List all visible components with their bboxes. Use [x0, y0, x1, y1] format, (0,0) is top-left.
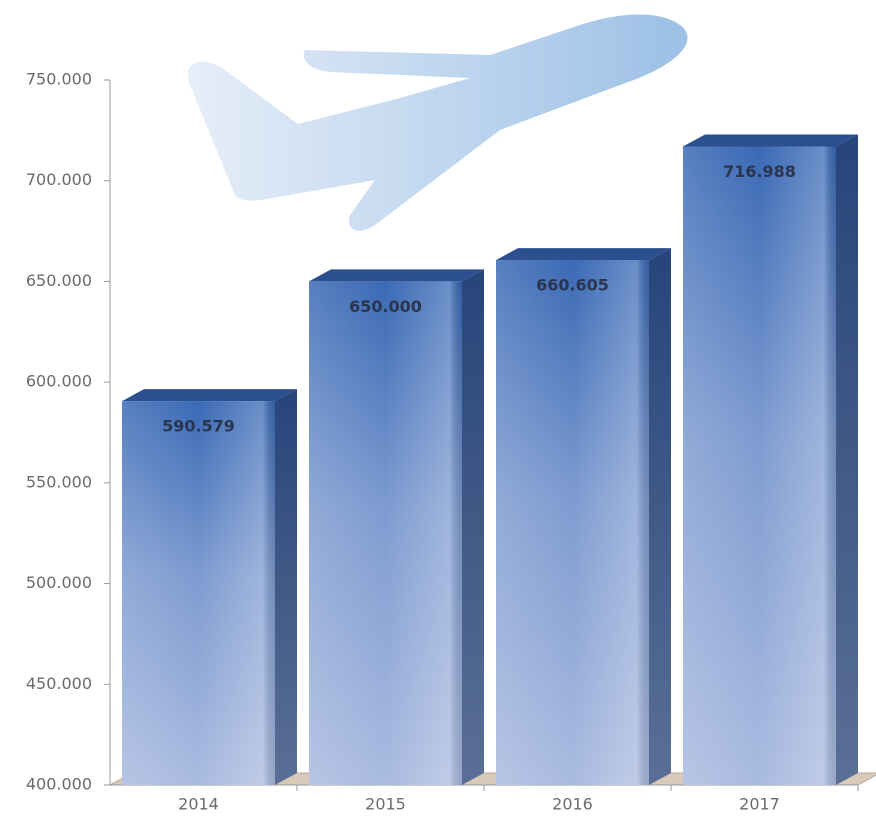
y-tick-label: 700.000: [26, 170, 92, 189]
y-tick-label: 650.000: [26, 271, 92, 290]
chart: 400.000 450.000 500.000 550.000 600.000 650.0…: [0, 0, 876, 816]
bar-top: [496, 248, 671, 260]
y-tick-label: 750.000: [26, 70, 92, 89]
y-tick-label: 400.000: [26, 775, 92, 794]
value-label: 716.988: [723, 162, 796, 181]
bar-top: [683, 134, 858, 146]
x-tick-label: 2014: [178, 795, 219, 814]
y-tick-label: 600.000: [26, 372, 92, 391]
plot-area: 400.000 450.000 500.000 550.000 600.000 650.0…: [26, 70, 876, 814]
bar-top: [122, 389, 297, 401]
x-tick-label: 2016: [552, 795, 593, 814]
value-label: 650.000: [349, 297, 422, 316]
value-label: 660.605: [536, 276, 609, 295]
x-tick-label: 2015: [365, 795, 406, 814]
y-tick-label: 550.000: [26, 472, 92, 491]
bar-side: [462, 269, 484, 785]
bar-shine: [122, 401, 275, 785]
bar-shine: [496, 260, 649, 785]
bar-side: [836, 134, 858, 785]
bar-side: [275, 389, 297, 785]
bar-shine: [683, 146, 836, 785]
bar-shine: [309, 281, 462, 785]
x-tick-label: 2017: [739, 795, 780, 814]
bar-top: [309, 269, 484, 281]
y-tick-label: 500.000: [26, 573, 92, 592]
y-tick-label: 450.000: [26, 674, 92, 693]
plane-decoration: [188, 14, 688, 230]
value-label: 590.579: [162, 417, 235, 436]
bar-side: [649, 248, 671, 785]
